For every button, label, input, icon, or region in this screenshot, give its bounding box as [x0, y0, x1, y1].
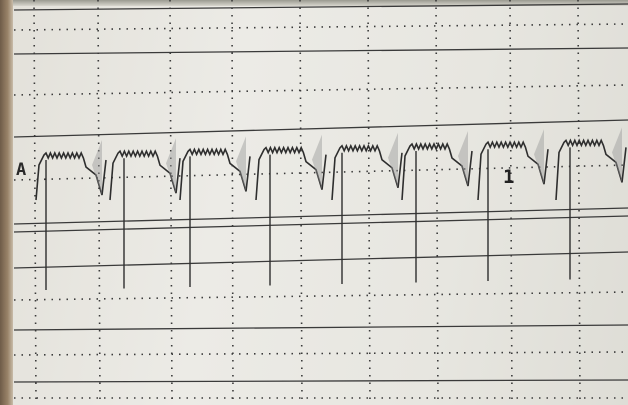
channel-label: A [16, 160, 27, 180]
grid-line-vertical [367, 0, 371, 405]
waveform-shading [312, 134, 322, 190]
grid-line-vertical [509, 0, 513, 405]
waveform-trace [35, 127, 627, 290]
grid-line-major [13, 215, 628, 233]
grid-line-vertical [231, 0, 234, 405]
grid [13, 0, 628, 405]
grid-line-major [13, 379, 628, 383]
scope-display [13, 0, 628, 405]
waveform-pulse [555, 138, 627, 201]
grid-line-vertical [577, 0, 581, 405]
grid-line-major [13, 207, 628, 225]
grid-line-vertical [435, 0, 439, 405]
grid-line-vertical [169, 0, 173, 405]
waveform-pulse [109, 149, 181, 201]
waveform-pulse [401, 142, 473, 201]
waveform-pulse [331, 143, 403, 201]
waveform-pulse [179, 147, 251, 201]
grid-line-major [13, 3, 628, 11]
bezel-top [0, 0, 628, 6]
grid-line-minor [13, 23, 628, 31]
grid-line-major [13, 47, 628, 55]
waveform-shading [236, 136, 246, 192]
bezel-left [0, 0, 13, 405]
waveform-shading [388, 132, 398, 188]
waveform-pulse [477, 140, 549, 201]
waveform-shading [534, 129, 544, 185]
grid-line-minor [13, 291, 628, 301]
grid-line-major [13, 251, 628, 269]
waveform-shading [166, 138, 176, 194]
grid-line-major [13, 324, 628, 331]
grid-line-vertical [33, 0, 37, 405]
waveform-shading [612, 127, 622, 183]
waveform-pulse [255, 145, 327, 201]
waveform-pulse [35, 151, 107, 201]
waveform-shading [458, 131, 468, 186]
grid-line-vertical [299, 0, 303, 405]
grid-line-major [13, 119, 628, 138]
grid-line-minor [13, 351, 628, 356]
grid-line-vertical [97, 0, 101, 405]
marker-label: 1 [503, 166, 515, 188]
waveform-shading [92, 140, 102, 195]
grid-line-minor [13, 84, 628, 96]
